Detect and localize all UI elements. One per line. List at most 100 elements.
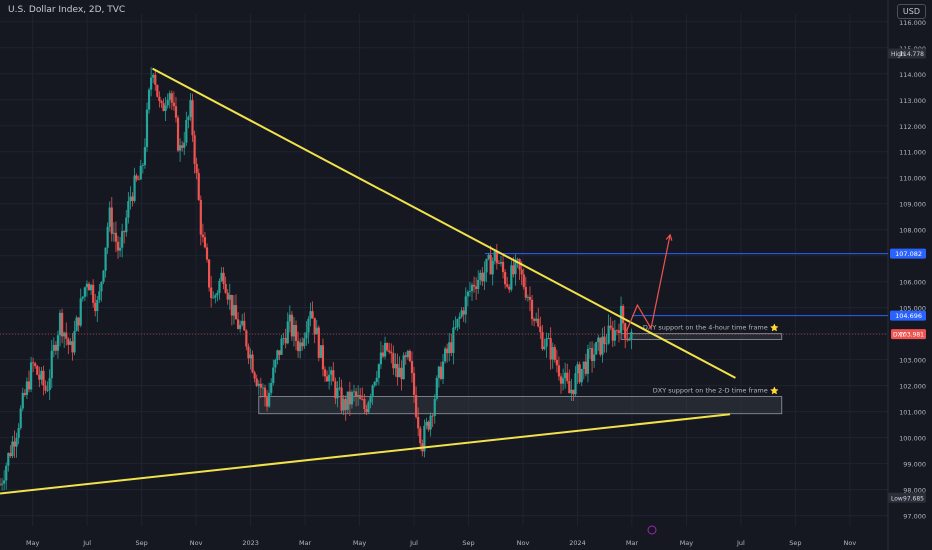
candle-body — [588, 348, 592, 350]
x-tick-label: Nov — [844, 539, 857, 547]
candle-body — [417, 416, 420, 429]
trendline — [152, 67, 736, 379]
candle-body — [11, 441, 14, 457]
candle-body — [472, 284, 476, 287]
candle-body — [292, 325, 296, 337]
candle-body — [265, 397, 269, 407]
candle-body — [508, 286, 511, 290]
candle-body — [530, 299, 534, 320]
candle-body — [230, 294, 233, 316]
star-icon: ⭐ — [770, 323, 779, 332]
candle-body — [218, 280, 221, 293]
candle-body — [40, 370, 43, 380]
candle-body — [379, 352, 383, 365]
candle-body — [58, 312, 62, 336]
candle-body — [493, 251, 496, 261]
candle-body — [21, 392, 24, 409]
candle-body — [263, 387, 267, 398]
candle-body — [3, 480, 6, 484]
candle-body — [257, 383, 260, 386]
candle-body — [280, 338, 283, 355]
candle-body — [412, 373, 416, 395]
candle-body — [446, 348, 449, 354]
low-tag-label: Low — [891, 495, 903, 502]
candle-body — [599, 337, 602, 355]
candle-body — [189, 100, 192, 117]
y-tick-label: 101.000 — [899, 409, 926, 417]
candle-body — [75, 317, 78, 332]
candle-body — [232, 305, 236, 316]
candle-body — [323, 369, 327, 377]
candle-body — [77, 317, 80, 326]
candle-body — [176, 117, 180, 151]
candle-body — [622, 305, 625, 324]
currency-button[interactable]: USD — [896, 4, 926, 19]
candle-body — [183, 142, 186, 148]
candle-body — [537, 318, 540, 327]
candle-body — [501, 261, 505, 273]
candle-body — [547, 338, 550, 339]
candle-body — [181, 145, 184, 148]
trendlines — [0, 67, 736, 495]
candle-body — [485, 258, 488, 273]
candle-body — [373, 381, 376, 386]
forecast-path — [625, 234, 671, 332]
candle-body — [361, 398, 364, 400]
candle-body — [137, 179, 140, 181]
candle-body — [344, 399, 347, 410]
time-axis[interactable]: May Jul Sep Nov 2023 Mar May Jul Sep Nov 2024 Mar Ma… — [26, 525, 857, 547]
candle-body — [342, 399, 345, 411]
candle-body — [325, 376, 329, 382]
y-tick-label: 108.000 — [899, 227, 926, 235]
candle-body — [42, 370, 45, 386]
candle-body — [346, 391, 349, 410]
candle-body — [586, 349, 590, 374]
support-zone — [258, 396, 783, 415]
candle-body — [15, 437, 18, 447]
x-tick-label: May — [353, 539, 367, 547]
candle-body — [514, 259, 517, 275]
x-tick-label: 2024 — [569, 539, 586, 547]
candle-body — [67, 338, 70, 345]
candle-body — [313, 317, 316, 335]
candle-body — [224, 283, 227, 293]
candle-body — [456, 318, 459, 328]
candle-body — [435, 377, 438, 399]
candle-body — [561, 378, 565, 384]
candle-body — [566, 372, 569, 382]
candle-body — [338, 387, 341, 389]
support-zone — [620, 333, 783, 340]
y-tick-label: 109.000 — [899, 201, 926, 209]
y-tick-label: 105.000 — [899, 305, 926, 313]
candle-body — [381, 352, 385, 357]
candle-body — [247, 346, 250, 359]
candle-body — [236, 319, 240, 329]
candle-body — [491, 260, 494, 275]
candle-body — [398, 367, 401, 378]
x-tick-label: 2023 — [242, 539, 259, 547]
candle-body — [605, 343, 608, 345]
candle-body — [54, 344, 57, 351]
level-tag — [890, 248, 926, 259]
candle-body — [214, 295, 217, 298]
candle-body — [106, 226, 109, 248]
candle-body — [400, 367, 403, 380]
candle-body — [36, 366, 39, 375]
candle-body — [580, 368, 583, 383]
candle-body — [195, 163, 198, 174]
candle-body — [85, 283, 89, 288]
candle-body — [220, 272, 223, 281]
candle-body — [34, 363, 37, 367]
low-tag-value: 97.685 — [903, 495, 924, 502]
candle-body — [116, 241, 120, 251]
candle-body — [535, 318, 538, 321]
candle-body — [443, 348, 447, 362]
candle-body — [253, 372, 256, 379]
candle-body — [564, 372, 567, 379]
candle-body — [150, 77, 153, 90]
y-tick-label: 98.000 — [903, 487, 926, 495]
x-tick-label: Jul — [409, 539, 418, 547]
price-axis[interactable]: 116.000115.000114.000113.000112.000111.0… — [899, 19, 926, 521]
candle-body — [479, 272, 482, 280]
